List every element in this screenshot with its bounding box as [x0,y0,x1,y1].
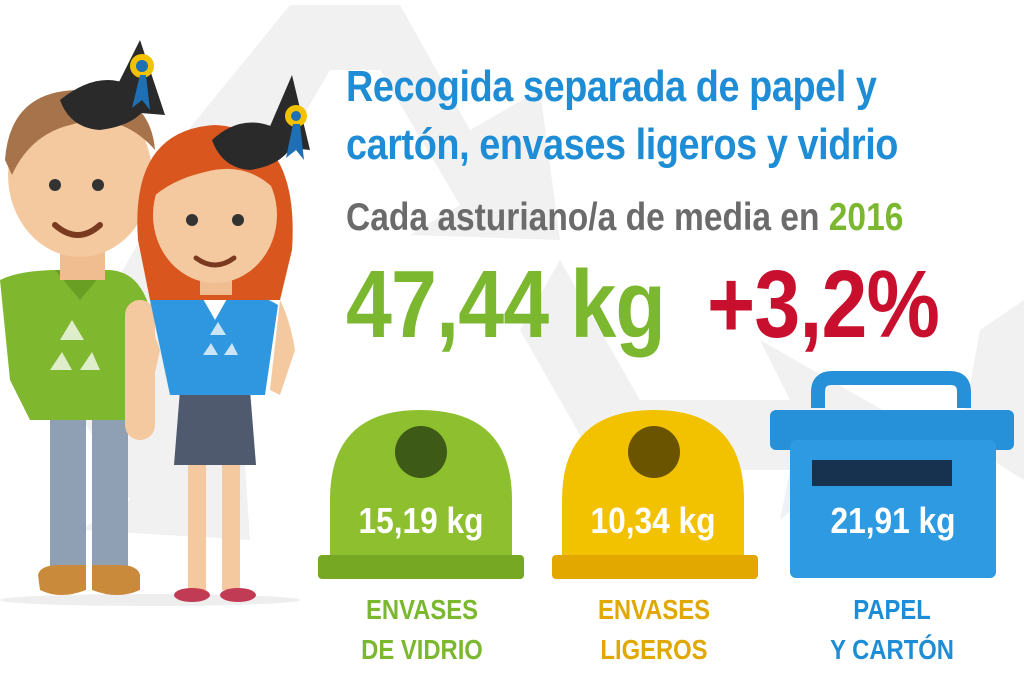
glass-label-line-2: DE VIDRIO [361,634,483,665]
glass-label: ENVASES DE VIDRIO [329,590,516,670]
light-packaging-label-line-2: LIGEROS [600,634,708,665]
blue-paper-bin-icon [770,371,1014,578]
light-packaging-value: 10,34 kg [590,500,716,541]
light-packaging-label: ENVASES LIGEROS [561,590,748,670]
total-per-person: 47,44 kg [346,251,666,358]
subtitle: Cada asturiano/a de media en 2016 [346,196,903,240]
boy-recycling-shirt-icon [0,40,165,595]
light-packaging-label-line-1: ENVASES [598,594,710,625]
page-title: Recogida separada de papel y cartón, env… [346,58,922,174]
yellow-igloo-bin-icon [552,410,758,579]
girl-recycling-shirt-icon [132,75,310,602]
glass-value: 15,19 kg [358,500,484,541]
title-line-2: cartón, envases ligeros y vidrio [346,120,898,169]
glass-label-line-1: ENVASES [366,594,478,625]
paper-label-line-1: PAPEL [853,594,931,625]
subtitle-text: Cada asturiano/a de media en [346,196,829,239]
recycle-shirt-icon-girl [203,322,238,355]
green-igloo-bin-icon [318,410,524,579]
characters-illustration [0,40,310,602]
paper-label: PAPEL Y CARTÓN [799,590,986,670]
change-percentage: +3,2% [707,251,940,358]
paper-label-line-2: Y CARTÓN [830,634,954,665]
subtitle-year: 2016 [828,196,904,239]
title-line-1: Recogida separada de papel y [346,62,877,111]
recycle-shirt-icon [50,320,100,370]
paper-value: 21,91 kg [830,500,956,541]
